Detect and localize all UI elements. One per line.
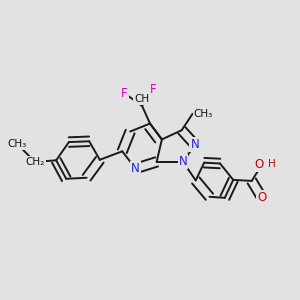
- Text: N: N: [131, 162, 140, 175]
- Text: F: F: [150, 83, 157, 96]
- Text: F: F: [121, 87, 128, 100]
- Text: O: O: [257, 191, 266, 204]
- Text: CH₂: CH₂: [26, 157, 45, 167]
- Text: CH: CH: [134, 94, 150, 104]
- Text: O: O: [254, 158, 264, 170]
- Text: N: N: [179, 155, 188, 168]
- Text: H: H: [268, 159, 276, 169]
- Text: CH₃: CH₃: [8, 139, 27, 149]
- Text: N: N: [190, 138, 199, 151]
- Text: CH₃: CH₃: [194, 109, 213, 119]
